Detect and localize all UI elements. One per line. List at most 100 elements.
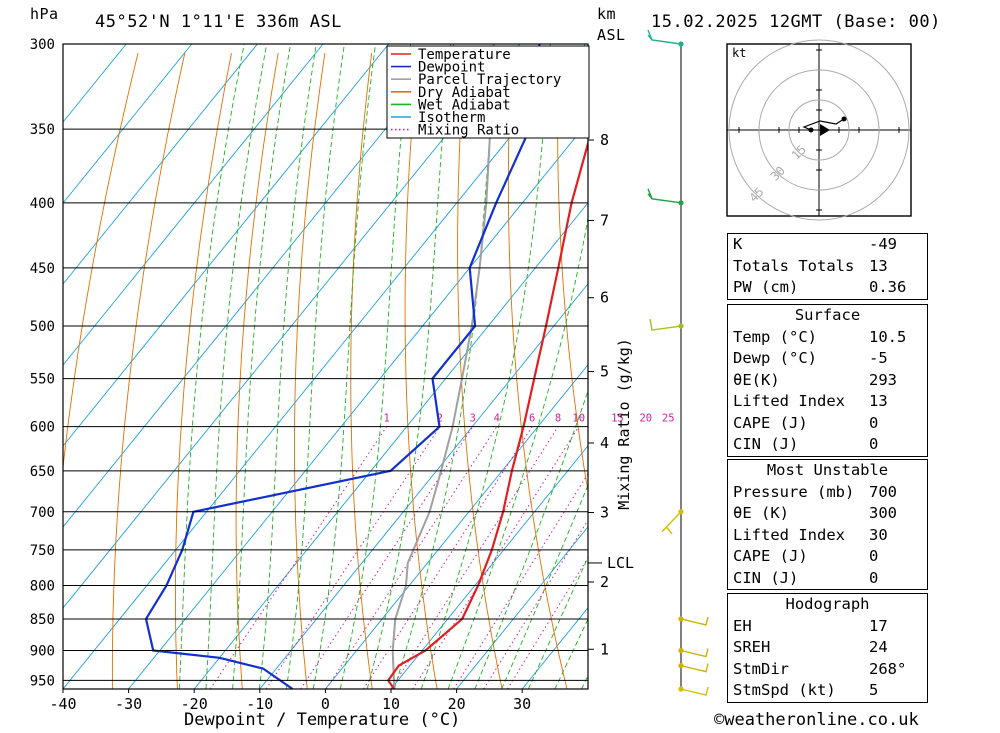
mixing-ratio-label: 2 [437,413,443,425]
km-tick-label: 4 [600,434,609,452]
hodograph-unit-label: kt [732,46,746,60]
hodograph-point [841,116,847,122]
mixing-ratio-line [483,519,588,689]
surface-row: θE(K) 293 [733,370,897,389]
dry-adiabat-line [63,52,139,472]
x-tick-label: -20 [181,695,208,713]
x-tick-label: -40 [49,695,76,713]
wet-adiabat-line [527,556,588,689]
dry-adiabat-line [235,53,279,689]
wind-barb [661,511,682,535]
wind-barb [647,188,682,204]
dry-adiabat-line [979,53,1000,689]
isotherm-line [259,283,588,689]
dry-adiabat-line [507,53,568,689]
wet-adiabat-line [554,618,588,689]
series-temperature [386,139,588,689]
index-row-totals: Totals Totals 13 [733,256,888,275]
mixing-ratio-line [300,426,474,689]
wind-barb [680,686,709,696]
mixing-ratio-label: 20 [639,413,652,425]
km-tick-label: 5 [600,363,609,381]
mixing-ratio-line [209,426,388,689]
hodograph-row: StmDir 268° [733,659,907,678]
pressure-tick-label: 350 [30,122,55,138]
index-row-k: K -49 [733,235,897,253]
surface-row: Lifted Index 13 [733,392,888,410]
isotherm-line [325,364,588,689]
most-unstable-row: CAPE (J) 0 [733,547,879,565]
dry-adiabat-line [294,53,326,689]
pressure-tick-label: 700 [30,505,55,521]
wet-adiabat-line [178,44,245,689]
isotherm-line [390,445,588,689]
mixing-ratio-label: 15 [611,413,624,425]
most-unstable-panel: Most Unstable Pressure (mb) 700 θE (K) 300… [727,459,928,590]
mixing-ratio-label: 25 [662,413,675,425]
isotherm-line [193,202,588,689]
km-tick-label: 3 [600,504,609,522]
x-tick-label: 0 [321,695,330,713]
wind-barb [649,318,682,331]
series-parcel-trajectory [391,44,495,689]
km-tick-label: 7 [600,211,609,229]
pressure-tick-label: 900 [30,644,55,660]
mixing-ratio-line [363,426,533,689]
pressure-tick-label: 500 [30,319,55,335]
pressure-tick-label: 300 [30,37,55,53]
x-axis-label: Dewpoint / Temperature (°C) [184,710,461,730]
hodograph-row: EH 17 [733,616,888,635]
mixing-ratio-axis-label: Mixing Ratio (g/kg) [615,338,633,510]
most-unstable-title: Most Unstable [766,461,889,479]
barb-line [647,29,682,45]
hodograph-row: SREH 24 [733,638,888,656]
dry-adiabat-line [932,53,1000,689]
km-tick-label: 8 [600,131,609,149]
mixing-ratio-line [390,426,559,689]
x-tick-label: -30 [115,695,142,713]
hodograph-row: StmSpd (kt) 5 [733,681,879,699]
pressure-tick-label: 650 [30,464,55,480]
pressure-tick-label: 450 [30,261,55,277]
copyright-footer[interactable]: ©weatheronline.co.uk [714,710,919,730]
barb-line [649,318,682,331]
km-tick-label: 2 [600,573,609,591]
legend-label: Wet Adiabat [418,97,511,113]
x-tick-label: -10 [246,695,273,713]
most-unstable-row: Pressure (mb) 700 [733,482,897,501]
pressure-tick-label: 550 [30,372,55,388]
wind-barb [647,29,682,45]
barb-line [680,663,709,673]
hodograph-ring [758,69,880,191]
dry-adiabat-line [457,53,503,689]
barb-line [680,648,709,658]
hodograph-panel: Hodograph EH 17 SREH 24 StmDir 268° StmSpd … [727,593,928,703]
wet-adiabat-line [366,44,452,689]
wind-barb [680,648,709,658]
x-tick-label: 30 [513,695,531,713]
wet-adiabat-line [474,389,588,689]
hodograph-ring [728,39,910,221]
dry-adiabat-line [175,53,232,689]
hodograph-ring [788,99,850,161]
surface-row: Temp (°C) 10.5 [733,327,907,346]
isotherm-line [63,44,324,366]
pressure-tick-label: 800 [30,578,55,594]
x-tick-label: 20 [448,695,466,713]
wet-adiabat-line [312,44,376,689]
wet-adiabat-line [232,44,292,689]
barb-line [647,188,682,204]
km-tick-label: 6 [600,289,609,307]
most-unstable-row: CIN (J) 0 [733,568,879,587]
wind-barb [680,663,709,673]
wet-adiabat-line [393,44,498,689]
isotherm-line [128,121,588,689]
lcl-label: LCL [607,554,634,572]
dry-adiabat-line [404,53,438,689]
mixing-ratio-label: 4 [494,413,500,425]
legend-label: Isotherm [418,110,485,126]
indices-panel: K -49 Totals Totals 13 PW (cm) 0.36 [727,233,928,300]
barb-line [680,616,709,626]
isotherm-line [63,44,586,689]
legend-label: Dewpoint [418,60,485,76]
